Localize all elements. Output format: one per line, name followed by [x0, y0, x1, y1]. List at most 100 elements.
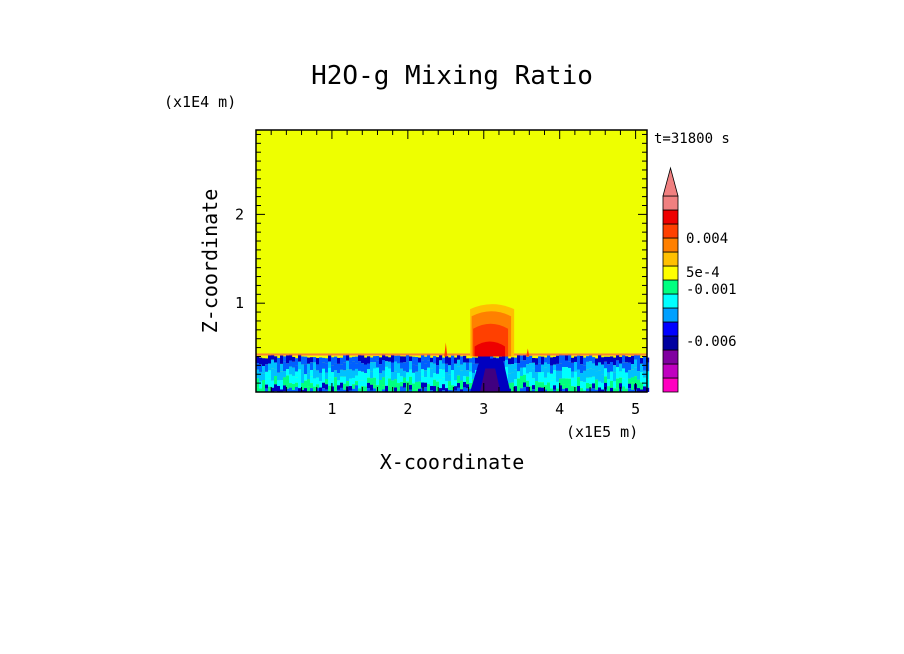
band-cell	[364, 364, 368, 374]
band-cell	[547, 372, 551, 383]
band-cell	[571, 362, 575, 372]
band-cell	[334, 370, 338, 378]
band-cell	[325, 363, 329, 373]
band-cell	[370, 362, 374, 372]
band-cell	[424, 377, 428, 383]
band-cell	[640, 389, 644, 392]
axis-ticks	[256, 130, 647, 392]
band-cell	[376, 360, 380, 368]
band-cell	[409, 384, 413, 390]
band-cell	[298, 369, 302, 381]
band-cell	[508, 382, 512, 389]
band-cell	[301, 364, 305, 373]
band-cell	[568, 378, 572, 385]
band-cell	[625, 383, 629, 389]
band-cell	[538, 382, 542, 388]
band-cell	[421, 355, 425, 361]
band-cell	[430, 362, 434, 369]
band-cell	[343, 376, 347, 384]
band-cell	[511, 382, 515, 391]
band-cell	[316, 370, 320, 378]
band-cell	[586, 361, 590, 370]
band-cell	[613, 388, 617, 392]
band-cell	[538, 356, 542, 364]
band-cell	[361, 363, 365, 372]
band-cell	[547, 382, 551, 392]
band-cell	[367, 377, 371, 383]
band-cell	[568, 367, 572, 379]
band-cell	[283, 385, 287, 392]
band-cell	[394, 387, 398, 392]
band-cell	[298, 361, 302, 370]
band-cell	[274, 356, 278, 363]
band-cell	[256, 356, 260, 364]
band-cell	[454, 386, 458, 391]
band-cell	[625, 372, 629, 384]
band-cell	[361, 380, 365, 387]
x-tick-label: 1	[327, 400, 336, 418]
band-cell	[415, 389, 419, 392]
band-cell	[439, 369, 443, 380]
band-cell	[271, 359, 275, 369]
band-cell	[361, 355, 365, 364]
band-cell	[334, 377, 338, 387]
band-cell	[400, 362, 404, 369]
x-tick-label: 4	[555, 400, 564, 418]
band-cell	[385, 376, 389, 386]
band-cell	[586, 382, 590, 389]
band-cell	[604, 376, 608, 383]
band-cell	[319, 372, 323, 382]
band-cell	[529, 372, 533, 381]
colorbar-tick-label: -0.001	[686, 282, 737, 298]
band-cell	[337, 389, 341, 392]
band-cell	[382, 360, 386, 371]
band-cell	[292, 375, 296, 385]
band-cell	[604, 361, 608, 369]
band-cell	[526, 356, 530, 365]
band-cell	[637, 388, 641, 392]
band-cell	[559, 370, 563, 379]
band-cell	[586, 377, 590, 383]
band-cell	[376, 367, 380, 380]
band-cell	[625, 362, 629, 373]
band-cell	[328, 385, 332, 392]
band-cell	[598, 355, 602, 363]
band-cell	[529, 380, 533, 387]
band-cell	[373, 384, 377, 389]
band-cell	[631, 377, 635, 383]
band-cell	[445, 356, 449, 364]
band-cell	[346, 381, 350, 387]
band-cell	[307, 363, 311, 374]
band-cell	[286, 369, 290, 376]
band-cell	[409, 356, 413, 362]
band-cell	[538, 372, 542, 383]
band-cell	[403, 382, 407, 388]
band-cell	[304, 356, 308, 365]
band-cell	[433, 373, 437, 380]
band-cell	[445, 380, 449, 389]
band-cell	[418, 362, 422, 372]
band-cell	[367, 363, 371, 370]
band-cell	[301, 372, 305, 383]
band-cell	[583, 370, 587, 382]
band-cell	[433, 386, 437, 392]
band-cell	[298, 388, 302, 392]
band-cell	[409, 361, 413, 370]
band-cell	[397, 373, 401, 384]
band-cell	[532, 385, 536, 390]
band-cell	[565, 388, 569, 392]
band-cell	[277, 357, 281, 365]
band-cell	[340, 364, 344, 370]
band-cell	[574, 386, 578, 392]
band-cell	[280, 355, 284, 364]
band-cell	[388, 357, 392, 362]
band-cell	[358, 388, 362, 392]
band-cell	[268, 355, 272, 364]
band-cell	[604, 356, 608, 362]
band-cell	[274, 362, 278, 370]
band-cell	[397, 383, 401, 389]
band-cell	[382, 370, 386, 378]
band-cell	[265, 371, 269, 379]
band-cell	[304, 364, 308, 375]
band-cell	[445, 388, 449, 392]
